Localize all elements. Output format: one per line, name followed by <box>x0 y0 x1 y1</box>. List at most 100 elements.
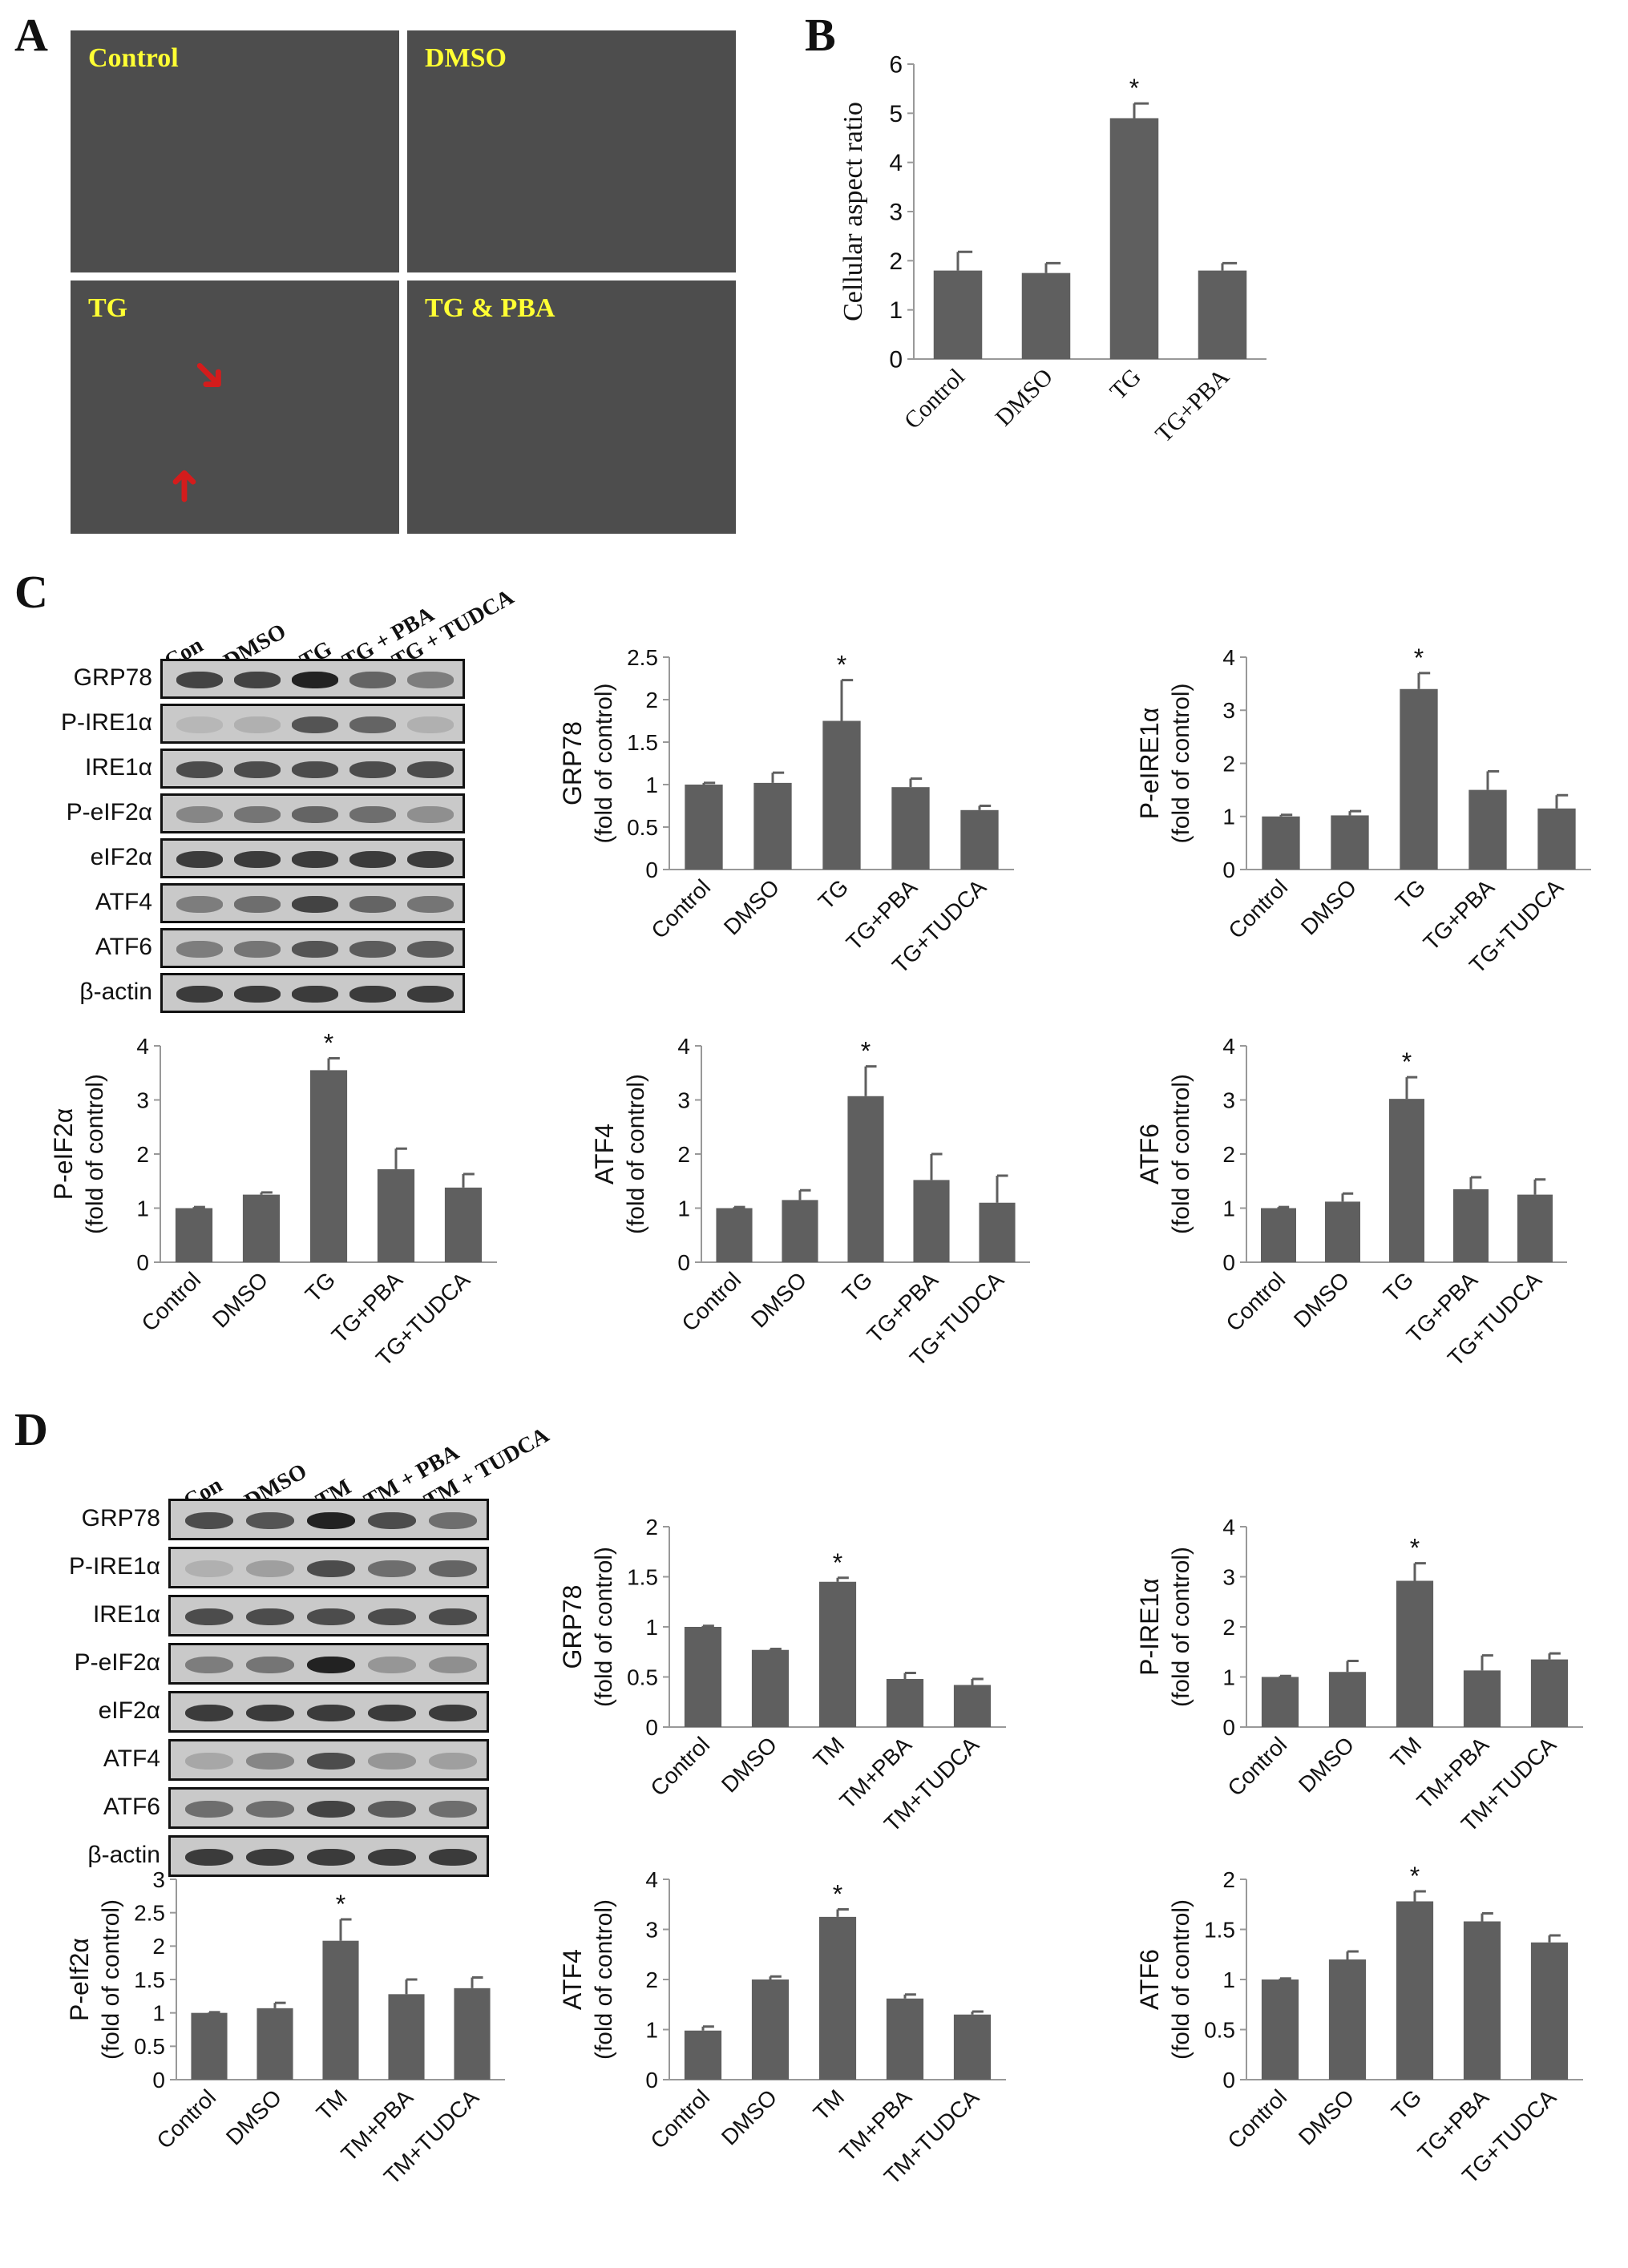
significance-star: * <box>1410 1862 1420 1891</box>
y-tick-label: 1.5 <box>134 1967 165 1992</box>
bar <box>1261 1979 1299 2080</box>
blot-row-label: eIF2α <box>98 1697 160 1724</box>
y-axis-sublabel: (fold of control) <box>1168 1074 1194 1234</box>
x-tick-label: TM <box>809 1732 850 1773</box>
bar <box>1261 1208 1296 1262</box>
blot-band <box>176 851 223 868</box>
bar <box>1396 1901 1434 2080</box>
y-tick-label: 4 <box>1222 1515 1235 1540</box>
y-tick-label: 0 <box>645 1715 658 1740</box>
y-axis-label: Cellular aspect ratio <box>838 102 868 321</box>
blot-band <box>234 986 281 1003</box>
y-tick-label: 4 <box>677 1034 690 1059</box>
significance-star: * <box>1410 1534 1420 1563</box>
blot-row-label: P-IRE1α <box>60 709 152 736</box>
blot-band <box>367 1511 417 1530</box>
blot-band <box>176 761 223 778</box>
blot-band <box>407 806 454 823</box>
blot-row <box>168 1547 489 1588</box>
y-axis-label: ATF4 <box>558 1949 587 2010</box>
y-tick-label: 3 <box>1222 698 1235 723</box>
bar <box>751 1979 790 2080</box>
blot-band <box>292 672 338 688</box>
blot-band <box>234 672 281 688</box>
blot-row <box>160 659 465 699</box>
x-tick-label: DMSO <box>990 364 1058 432</box>
blot-band <box>407 896 454 913</box>
y-axis-label: P-eIf2α <box>65 1938 94 2021</box>
significance-star: * <box>336 1890 345 1919</box>
x-tick-label: DMSO <box>1289 1267 1354 1332</box>
blot-row <box>168 1595 489 1636</box>
x-tick-label: Control <box>1223 874 1292 943</box>
panel-letter-c: C <box>14 566 48 618</box>
y-axis-label: GRP78 <box>558 1585 587 1669</box>
blot-band <box>245 1848 295 1866</box>
y-tick-label: 2 <box>1222 1615 1235 1640</box>
blot-band <box>349 716 396 733</box>
blot-band <box>407 941 454 958</box>
y-tick-label: 1 <box>645 1615 658 1640</box>
blot-band <box>245 1704 295 1722</box>
x-tick-label: TG <box>838 1267 877 1306</box>
x-tick-label: TM <box>809 2084 850 2125</box>
micrograph-control: Control <box>71 30 399 272</box>
significance-star: * <box>324 1029 333 1058</box>
bar <box>1021 272 1071 359</box>
blot-row <box>160 928 465 968</box>
panel-letter-b: B <box>805 9 836 61</box>
bar <box>960 809 999 870</box>
x-tick-label: TG <box>1391 874 1430 914</box>
blot-row <box>160 749 465 789</box>
x-tick-label: DMSO <box>221 2084 286 2149</box>
blot-row <box>160 793 465 833</box>
bar <box>933 270 983 359</box>
blot-band <box>428 1848 478 1866</box>
blot-row <box>168 1739 489 1781</box>
y-tick-label: 0 <box>645 858 658 882</box>
significance-star: * <box>833 1548 842 1577</box>
significance-star: * <box>833 1880 842 1909</box>
y-axis-sublabel: (fold of control) <box>1168 1899 1194 2060</box>
blot-band <box>184 1560 234 1578</box>
y-tick-label: 0 <box>152 2068 165 2092</box>
y-tick-label: 5 <box>889 101 903 127</box>
y-tick-label: 1 <box>645 773 658 797</box>
y-axis-label: GRP78 <box>558 721 587 805</box>
bar <box>1328 1959 1367 2080</box>
blot-band <box>245 1511 295 1530</box>
blot-row <box>168 1499 489 1540</box>
x-tick-label: DMSO <box>717 1732 782 1797</box>
y-tick-label: 0 <box>136 1250 149 1275</box>
blot-band <box>306 1560 356 1578</box>
y-tick-label: 2 <box>677 1142 690 1167</box>
significance-star: * <box>1129 74 1139 103</box>
blot-band <box>407 986 454 1003</box>
y-axis-label: ATF4 <box>590 1124 619 1184</box>
x-tick-label: Control <box>1221 1267 1290 1336</box>
y-axis-label: P-eIRE1α <box>1135 708 1164 819</box>
bar <box>257 2008 293 2080</box>
blot-band <box>349 761 396 778</box>
y-axis-sublabel: (fold of control) <box>623 1074 649 1234</box>
y-tick-label: 1 <box>152 2000 165 2025</box>
y-tick-label: 0.5 <box>627 815 658 840</box>
bar <box>1468 789 1507 870</box>
x-tick-label: Control <box>646 874 715 943</box>
blot-band <box>245 1560 295 1578</box>
blot-band <box>176 986 223 1003</box>
bar <box>847 1096 884 1262</box>
bar <box>886 1679 924 1727</box>
bar <box>388 1994 425 2080</box>
y-tick-label: 3 <box>889 200 903 226</box>
y-axis-label: P-eIF2α <box>49 1108 78 1201</box>
bar <box>684 2030 722 2080</box>
significance-star: * <box>1402 1047 1412 1076</box>
y-tick-label: 2 <box>1222 1867 1235 1892</box>
